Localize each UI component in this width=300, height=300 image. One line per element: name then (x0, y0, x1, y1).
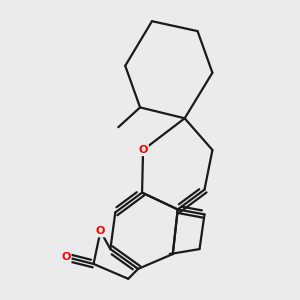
Text: O: O (61, 252, 70, 262)
Text: O: O (96, 226, 105, 236)
Text: O: O (138, 145, 148, 155)
